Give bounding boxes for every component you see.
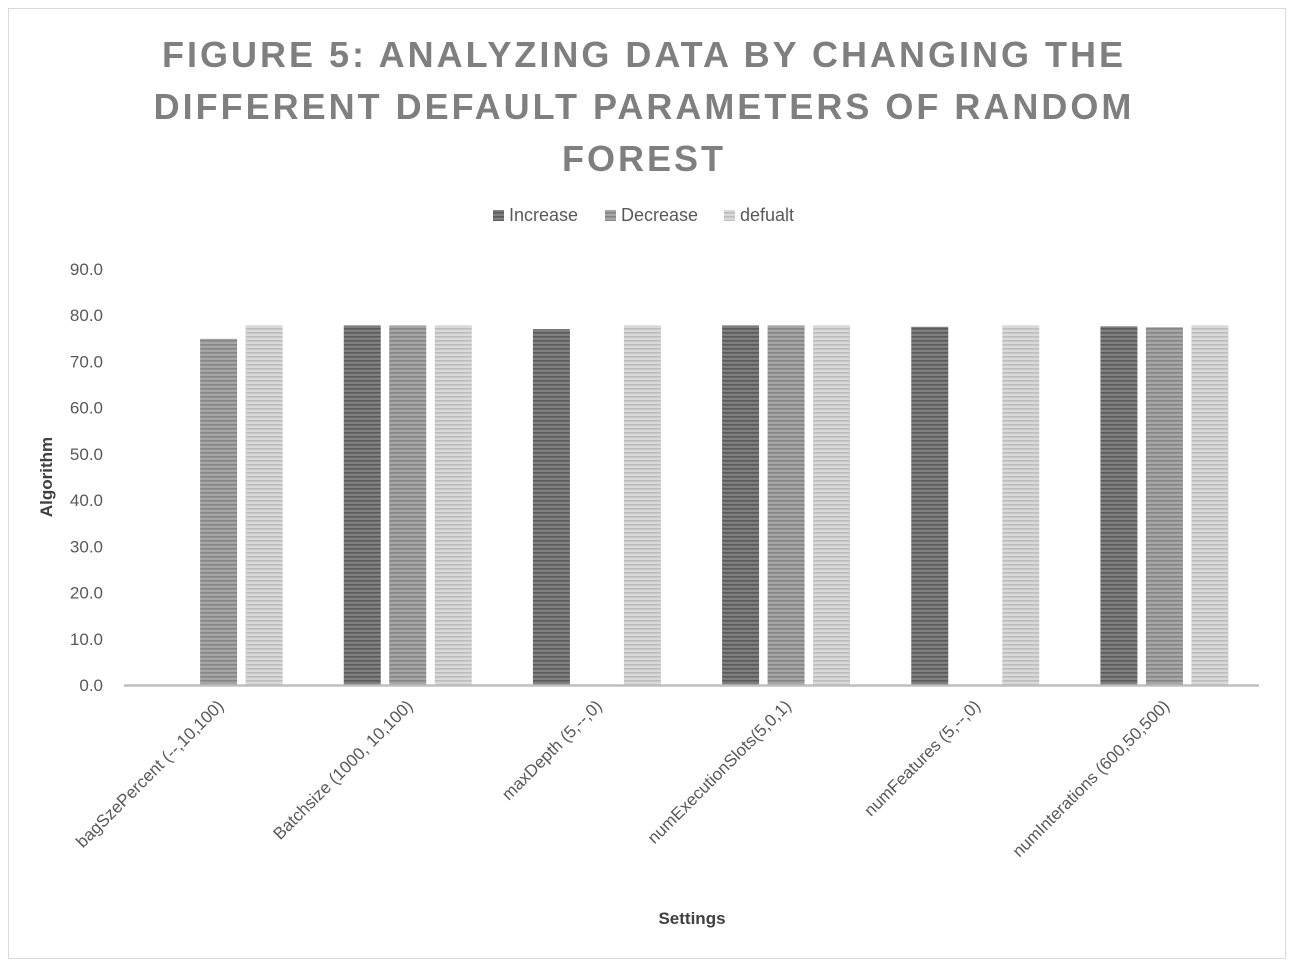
x-axis-label: Settings [658, 909, 725, 928]
bar-increase-5 [1100, 326, 1138, 685]
bar-decrease-1 [389, 325, 427, 685]
bar-defualt-2 [623, 325, 661, 685]
legend-label-increase: Increase [509, 205, 578, 225]
x-tick-label: numInterations (600,50,500) [1009, 696, 1173, 860]
x-tick-label: maxDepth (5,--,0) [498, 696, 606, 804]
bar-increase-4 [911, 326, 949, 685]
y-tick-label: 0.0 [79, 676, 103, 695]
y-tick-label: 60.0 [70, 399, 103, 418]
y-tick-label: 50.0 [70, 445, 103, 464]
x-axis: bagSzePercent (--,10,100) Batchsize (1000… [72, 684, 1259, 861]
y-axis: 0.0 10.0 20.0 30.0 40.0 50.0 60.0 70.0 80.0 90.0 [70, 260, 103, 695]
chart-title-line-2: DIFFERENT DEFAULT PARAMETERS OF RANDOM [154, 86, 1135, 127]
legend-swatch-decrease [605, 210, 616, 221]
y-tick-label: 40.0 [70, 491, 103, 510]
y-axis-label: Algorithm [37, 437, 56, 517]
chart-title-line-3: FOREST [562, 138, 726, 179]
bar-defualt-5 [1191, 325, 1229, 685]
x-tick-label: numFeatures (5,--,0) [860, 696, 984, 820]
bar-decrease-3 [767, 325, 805, 685]
y-tick-label: 70.0 [70, 352, 103, 371]
bar-defualt-1 [434, 325, 472, 685]
bar-increase-2 [532, 329, 570, 685]
chart-title-line-1: FIGURE 5: ANALYZING DATA BY CHANGING THE [162, 34, 1126, 75]
chart-title: FIGURE 5: ANALYZING DATA BY CHANGING THE… [154, 34, 1135, 179]
legend: Increase Decrease defualt [493, 205, 794, 225]
bar-decrease-0 [200, 338, 238, 685]
bar-decrease-5 [1145, 327, 1183, 685]
legend-label-defualt: defualt [740, 205, 794, 225]
y-tick-label: 90.0 [70, 260, 103, 279]
bar-defualt-0 [245, 325, 283, 685]
x-tick-label: numExecutionSlots(5,0,1) [644, 696, 795, 847]
y-tick-label: 10.0 [70, 630, 103, 649]
legend-swatch-increase [493, 210, 504, 221]
legend-swatch-defualt [724, 210, 735, 221]
y-tick-label: 80.0 [70, 306, 103, 325]
legend-label-decrease: Decrease [621, 205, 698, 225]
y-tick-label: 30.0 [70, 537, 103, 556]
bar-defualt-3 [813, 325, 851, 685]
x-tick-label: bagSzePercent (--,10,100) [72, 696, 227, 851]
x-tick-label: Batchsize (1000, 10,100) [269, 696, 416, 843]
bar-defualt-4 [1002, 325, 1040, 685]
bar-increase-1 [343, 325, 381, 685]
y-tick-label: 20.0 [70, 584, 103, 603]
bars [200, 325, 1229, 685]
bar-increase-3 [722, 325, 760, 685]
